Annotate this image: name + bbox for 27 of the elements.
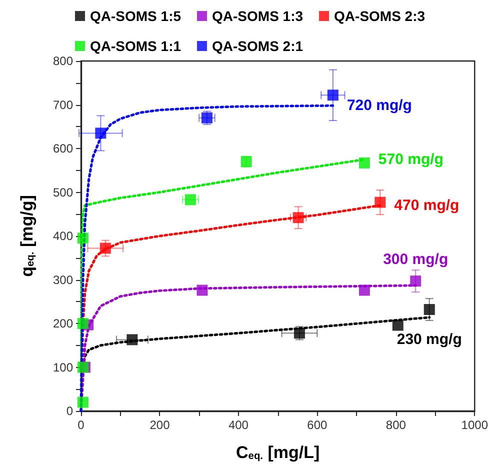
y-tick-label: 300 (52, 272, 74, 287)
y-tick-label: 200 (52, 316, 74, 330)
y-tick-label: 400 (52, 229, 74, 243)
legend-label: QA-SOMS 1:3 (212, 8, 304, 24)
x-tick-label: 600 (307, 418, 328, 432)
x-tick-label: 1000 (461, 418, 488, 432)
y-tick-label: 0 (66, 404, 74, 418)
annotation: 720 mg/g (346, 97, 412, 114)
x-tick-label: 800 (386, 418, 406, 432)
y-tick-label: 800 (52, 54, 74, 68)
annotation: 300 mg/g (383, 250, 448, 268)
x-tick-label: 0 (78, 418, 85, 432)
x-tick-label: 200 (150, 418, 170, 432)
annotation: 570 mg/g (378, 150, 444, 168)
y-axis-title: qeq. [mg/g] (17, 195, 36, 277)
annotation: 230 mg/g (396, 330, 462, 348)
legend-label: QA-SOMS 1:5 (90, 8, 182, 24)
x-tick-label: 400 (228, 418, 249, 432)
legend-label: QA-SOMS 2:1 (212, 38, 304, 54)
annotation: 470 mg/g (394, 196, 460, 214)
y-tick-label: 100 (52, 360, 74, 374)
y-tick-label: 600 (52, 142, 74, 156)
y-tick-label: 700 (52, 98, 74, 112)
legend-label: QA-SOMS 2:3 (334, 8, 426, 24)
y-tick-label: 500 (52, 185, 74, 200)
legend-label: QA-SOMS 1:1 (90, 38, 182, 54)
x-axis-title: Ceq. [mg/L] (236, 442, 320, 462)
